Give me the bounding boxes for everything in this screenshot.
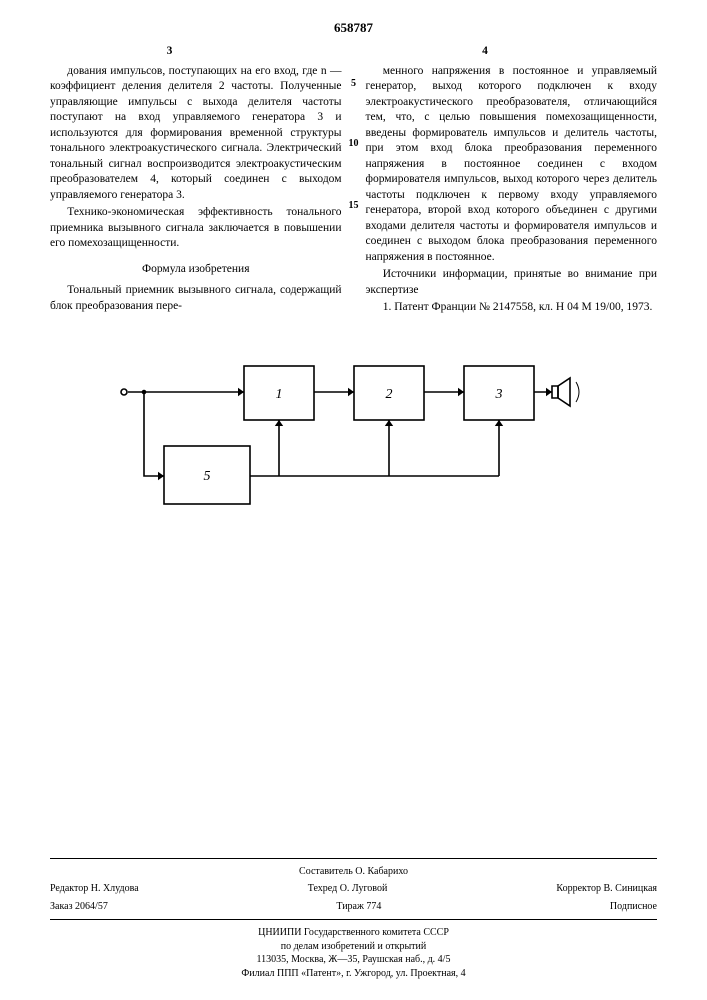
patent-number: 658787 [50,20,657,36]
order: Заказ 2064/57 [50,900,108,914]
left-column: 3 дования импульсов, поступающих на его … [50,44,342,318]
left-p3: Тональный приемник вызывного сигнала, со… [50,283,342,314]
addr1: 113035, Москва, Ж—35, Раушская наб., д. … [50,953,657,967]
right-column: 4 менного напряжения в постоянное и упра… [366,44,658,318]
footer: Составитель О. Кабарихо Редактор Н. Хлуд… [50,852,657,981]
formula-title: Формула изобретения [50,262,342,278]
org2: по делам изобретений и открытий [50,940,657,954]
editor: Редактор Н. Хлудова [50,882,139,896]
line-marker-5: 5 [351,78,356,89]
col-num-left: 3 [50,44,342,60]
svg-text:5: 5 [203,469,210,484]
right-p1: менного напряжения в постоянное и управл… [366,64,658,266]
line-marker-15: 15 [349,200,359,211]
tirazh: Тираж 774 [336,900,381,914]
svg-text:2: 2 [385,387,392,402]
source-1: 1. Патент Франции № 2147558, кл. H 04 M … [366,300,658,316]
org1: ЦНИИПИ Государственного комитета СССР [50,926,657,940]
left-p2: Технико-экономическая эффективность тона… [50,205,342,252]
left-p1: дования импульсов, поступающих на его вх… [50,64,342,204]
svg-text:1: 1 [275,387,282,402]
subscr: Подписное [610,900,657,914]
compiler: Составитель О. Кабарихо [50,865,657,879]
col-num-right: 4 [366,44,658,60]
line-marker-10: 10 [349,138,359,149]
corrector: Корректор В. Синицкая [556,882,657,896]
block-diagram: 1 2 3 5 [50,346,657,526]
tech: Техред О. Луговой [308,882,388,896]
sources-title: Источники информации, принятые во вниман… [366,267,658,298]
svg-text:3: 3 [494,387,502,402]
addr2: Филиал ППП «Патент», г. Ужгород, ул. Про… [50,967,657,981]
